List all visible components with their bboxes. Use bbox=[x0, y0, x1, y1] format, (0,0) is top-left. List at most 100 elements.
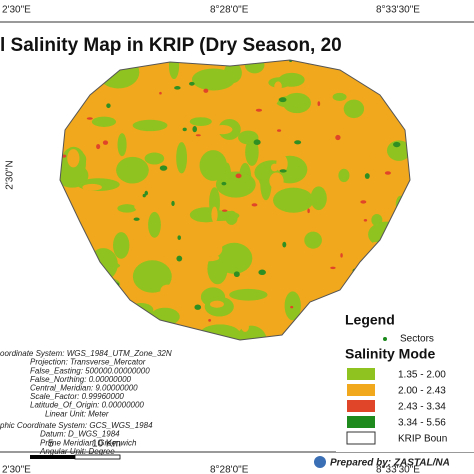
sectors-symbol bbox=[383, 337, 387, 341]
legend-swatch bbox=[347, 384, 375, 396]
high-salinity-patch bbox=[159, 165, 168, 171]
low-salinity-patch bbox=[116, 156, 149, 184]
scale-bar: 5 10 Km bbox=[30, 439, 121, 460]
projection-line: Linear Unit: Meter bbox=[45, 409, 109, 418]
very-high-salinity-patch bbox=[159, 91, 162, 95]
medium-salinity-patch bbox=[276, 154, 288, 173]
very-high-salinity-patch bbox=[307, 208, 310, 214]
top-label: 8°28'0"E bbox=[210, 5, 249, 16]
geographic-line: Angular Unit: Degree bbox=[39, 447, 115, 456]
legend-entry: 3.34 - 5.56 bbox=[398, 418, 446, 429]
high-salinity-patch bbox=[194, 304, 202, 310]
very-high-salinity-patch bbox=[222, 209, 228, 212]
low-salinity-patch bbox=[176, 142, 188, 174]
very-high-salinity-patch bbox=[235, 173, 242, 179]
low-salinity-patch bbox=[343, 99, 365, 119]
medium-salinity-patch bbox=[369, 151, 381, 161]
low-salinity-patch bbox=[215, 242, 253, 274]
bottom-label: 2'30"E bbox=[2, 465, 31, 474]
very-high-salinity-patch bbox=[251, 203, 258, 207]
bottom-label: 8°33'30"E bbox=[376, 465, 420, 474]
low-salinity-patch bbox=[332, 92, 347, 101]
legend-swatch bbox=[347, 416, 375, 428]
low-salinity-patch bbox=[310, 186, 327, 211]
legend-entry: 2.43 - 3.34 bbox=[398, 402, 446, 413]
low-salinity-patch bbox=[148, 211, 161, 238]
high-salinity-patch bbox=[182, 127, 187, 132]
high-salinity-patch bbox=[189, 81, 195, 86]
medium-salinity-patch bbox=[212, 125, 233, 135]
legend: Legend Sectors Salinity Mode 1.35 - 2.00… bbox=[336, 308, 474, 452]
geographic-line: phic Coordinate System: GCS_WGS_1984 bbox=[0, 421, 153, 430]
high-salinity-patch bbox=[258, 269, 266, 276]
low-salinity-patch bbox=[304, 231, 322, 249]
high-salinity-patch bbox=[106, 103, 111, 109]
projection-info: oordinate System: WGS_1984_UTM_Zone_32N … bbox=[0, 349, 172, 456]
legend-entry: 1.35 - 2.00 bbox=[398, 370, 446, 381]
legend-title: Legend bbox=[345, 312, 395, 328]
scale-label: 10 Km bbox=[92, 439, 121, 450]
low-salinity-patch bbox=[386, 140, 410, 161]
medium-salinity-patch bbox=[82, 183, 102, 191]
high-salinity-patch bbox=[144, 190, 149, 196]
very-high-salinity-patch bbox=[203, 88, 209, 93]
low-salinity-patch bbox=[238, 130, 259, 145]
salinity-map bbox=[60, 60, 410, 340]
high-salinity-patch bbox=[171, 200, 175, 207]
medium-salinity-patch bbox=[269, 172, 284, 190]
legend-entry: 2.00 - 2.43 bbox=[398, 386, 446, 397]
very-high-salinity-patch bbox=[208, 319, 212, 322]
medium-salinity-patch bbox=[134, 202, 151, 212]
high-salinity-patch bbox=[279, 169, 287, 173]
high-salinity-patch bbox=[192, 126, 198, 133]
medium-salinity-patch bbox=[181, 312, 201, 330]
top-label: 8°33'30"E bbox=[376, 5, 420, 16]
very-high-salinity-patch bbox=[195, 134, 201, 137]
very-high-salinity-patch bbox=[102, 140, 109, 145]
low-salinity-patch bbox=[189, 117, 212, 127]
projection-line: Projection: Transverse_Mercator bbox=[30, 358, 146, 367]
medium-salinity-patch bbox=[258, 242, 274, 250]
low-salinity-patch bbox=[117, 133, 127, 157]
low-salinity-patch bbox=[132, 119, 168, 132]
low-salinity-patch bbox=[132, 260, 172, 293]
medium-salinity-patch bbox=[209, 300, 224, 308]
low-salinity-patch bbox=[215, 171, 256, 198]
krip-boundary bbox=[59, 59, 411, 341]
projection-line: Central_Meridian: 9.00000000 bbox=[30, 384, 138, 393]
high-salinity-patch bbox=[253, 139, 261, 146]
high-salinity-patch bbox=[233, 271, 240, 278]
low-salinity-patch bbox=[284, 291, 301, 321]
high-salinity-patch bbox=[176, 255, 183, 262]
legend-swatch bbox=[347, 368, 375, 380]
legend-swatch bbox=[346, 431, 376, 445]
medium-salinity-patch bbox=[214, 97, 229, 108]
low-salinity-patch bbox=[168, 60, 180, 80]
very-high-salinity-patch bbox=[335, 134, 341, 141]
high-salinity-patch bbox=[393, 141, 401, 148]
low-salinity-patch bbox=[199, 210, 240, 222]
credit: Prepared by: ZASTAL/NA bbox=[330, 458, 450, 469]
projection-line: Scale_Factor: 0.99960000 bbox=[30, 392, 124, 401]
very-high-salinity-patch bbox=[384, 171, 391, 175]
scale-segment bbox=[74, 454, 121, 460]
high-salinity-patch bbox=[294, 140, 302, 145]
legend-entry: KRIP Boun bbox=[398, 434, 447, 445]
medium-salinity-patch bbox=[331, 247, 341, 264]
projection-line: False_Northing: 0.00000000 bbox=[30, 375, 132, 384]
medium-salinity-patch bbox=[199, 254, 220, 262]
high-salinity-patch bbox=[174, 86, 181, 90]
medium-salinity-patch bbox=[67, 149, 80, 168]
very-high-salinity-patch bbox=[96, 143, 101, 150]
medium-salinity-patch bbox=[260, 91, 279, 107]
top-label: 2'30"E bbox=[2, 5, 31, 16]
low-salinity-patch bbox=[338, 168, 350, 183]
high-salinity-patch bbox=[133, 217, 140, 221]
medium-salinity-patch bbox=[241, 321, 249, 333]
projection-line: Latitude_Of_Origin: 0.00000000 bbox=[30, 401, 144, 410]
scale-label: 5 bbox=[48, 439, 54, 450]
medium-salinity-patch bbox=[211, 206, 218, 223]
bottom-label: 8°28'0"E bbox=[210, 465, 249, 474]
high-salinity-patch bbox=[282, 241, 287, 248]
